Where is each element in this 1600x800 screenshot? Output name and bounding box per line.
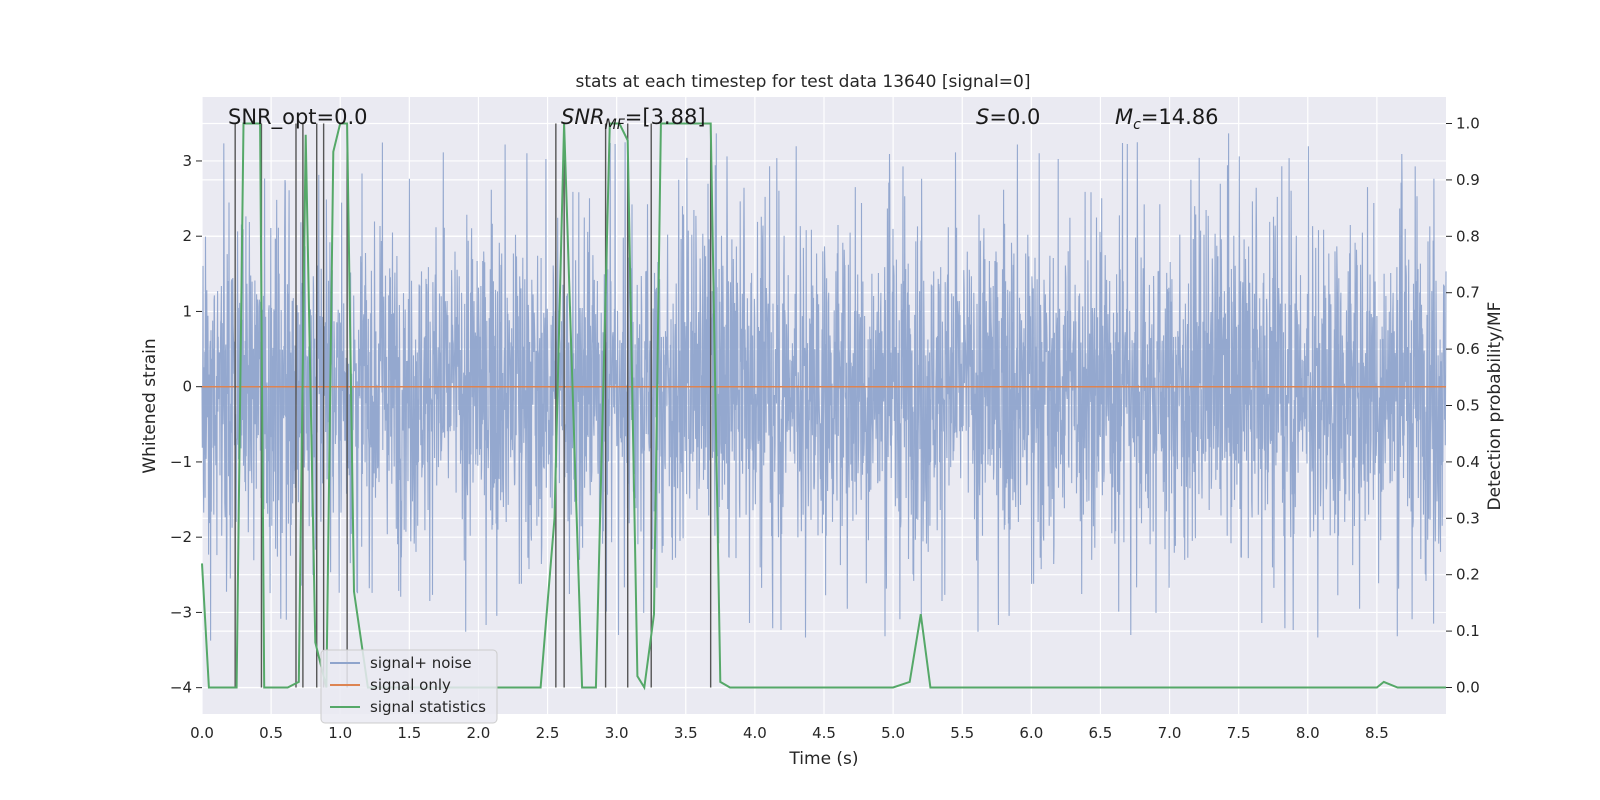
y-right-tick-label: 0.1 (1456, 622, 1480, 640)
y-right-tick-label: 0.3 (1456, 509, 1480, 527)
annotation-s: S=0.0 (976, 105, 1040, 129)
y-tick-label: 2 (182, 227, 192, 245)
legend-box (320, 649, 498, 724)
x-tick-label: 1.0 (328, 724, 352, 742)
annotation-snr-mf: SNRMF=[3.88] (561, 105, 706, 133)
x-tick-label: 4.0 (743, 724, 767, 742)
noise-trace (201, 133, 1447, 641)
y-tick-label: 0 (182, 378, 192, 396)
annotation-s-symbol: S (976, 105, 989, 129)
y-right-tick-label: 0.4 (1456, 453, 1480, 471)
y-axis-right-title: Detection probability/MF (1485, 302, 1505, 511)
y-right-tick-label: 0.2 (1456, 566, 1480, 584)
x-tick-label: 1.5 (397, 724, 421, 742)
y-axis-ticks: 3 2 1 0 −1 −2 −3 −4 (170, 152, 202, 697)
y-right-tick-label: 0.5 (1456, 397, 1480, 415)
chart-title: stats at each timestep for test data 136… (576, 72, 1031, 92)
statistics-line (201, 122, 1446, 691)
y-tick-label: −1 (170, 453, 192, 471)
x-tick-label: 2.5 (536, 724, 560, 742)
annotation-mc: Mc=14.86 (1115, 105, 1219, 133)
x-tick-label: 7.5 (1227, 724, 1251, 742)
x-tick-label: 8.0 (1296, 724, 1320, 742)
y-axis-right-ticks: 1.0 0.9 0.8 0.7 0.6 0.5 0.4 0.3 0.2 0.1 0.0 (1446, 115, 1480, 696)
x-tick-label: 6.0 (1019, 724, 1043, 742)
x-tick-label: 0.0 (190, 724, 214, 742)
y-right-tick-label: 0.8 (1456, 227, 1480, 245)
y-tick-label: −4 (170, 679, 192, 697)
y-right-tick-label: 1.0 (1456, 115, 1480, 133)
x-tick-label: 2.0 (467, 724, 491, 742)
x-tick-label: 4.5 (812, 724, 836, 742)
x-tick-label: 8.5 (1365, 724, 1389, 742)
series-signal-statistics (201, 122, 1446, 691)
annotation-snr-opt: SNR_opt=0.0 (228, 105, 368, 130)
x-tick-label: 6.5 (1089, 724, 1113, 742)
x-tick-label: 7.0 (1158, 724, 1182, 742)
x-tick-label: 3.0 (605, 724, 629, 742)
annotation-snr-mf-value: =[3.88] (625, 105, 706, 129)
x-tick-label: 5.5 (950, 724, 974, 742)
y-tick-label: −3 (170, 603, 192, 621)
annotation-mc-symbol: M (1115, 105, 1133, 129)
vertical-markers (234, 123, 712, 688)
y-right-tick-label: 0.9 (1456, 171, 1480, 189)
legend-label-signal-only: signal only (370, 676, 451, 694)
annotation-s-value: =0.0 (989, 105, 1040, 129)
annotation-snr-mf-symbol: SNR (561, 105, 605, 129)
annotation-mc-subscript: c (1133, 117, 1141, 133)
x-tick-label: 0.5 (259, 724, 283, 742)
y-tick-label: −2 (170, 528, 192, 546)
annotation-mc-value: =14.86 (1141, 105, 1219, 129)
y-tick-label: 1 (182, 302, 192, 320)
y-axis-title: Whitened strain (140, 338, 160, 473)
x-tick-label: 5.0 (881, 724, 905, 742)
legend-label-signal-noise: signal+ noise (370, 654, 472, 672)
y-right-tick-label: 0.7 (1456, 284, 1480, 302)
y-right-tick-label: 0.0 (1456, 678, 1480, 696)
x-axis-title: Time (s) (788, 749, 858, 769)
annotation-snr-mf-subscript: MF (605, 117, 626, 133)
x-axis-ticks: 0.0 0.5 1.0 1.5 2.0 2.5 3.0 3.5 4.0 4.5 5.0 5.5 6.0 6… (190, 724, 1389, 742)
legend: signal+ noise signal only signal statist… (320, 649, 498, 724)
y-right-tick-label: 0.6 (1456, 340, 1480, 358)
y-tick-label: 3 (182, 152, 192, 170)
series-signal-noise (201, 133, 1447, 641)
x-tick-label: 3.5 (674, 724, 698, 742)
legend-label-signal-statistics: signal statistics (370, 698, 486, 716)
